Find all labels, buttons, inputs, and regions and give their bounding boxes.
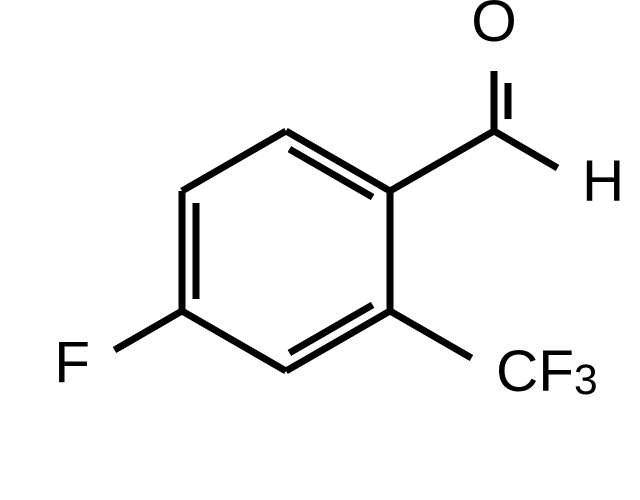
chemical-structure: O H CF3 F (0, 0, 640, 500)
f-label: F (54, 331, 90, 396)
o-label: O (471, 0, 517, 54)
cf3-label: CF3 (496, 339, 598, 405)
h-label: H (582, 149, 624, 214)
